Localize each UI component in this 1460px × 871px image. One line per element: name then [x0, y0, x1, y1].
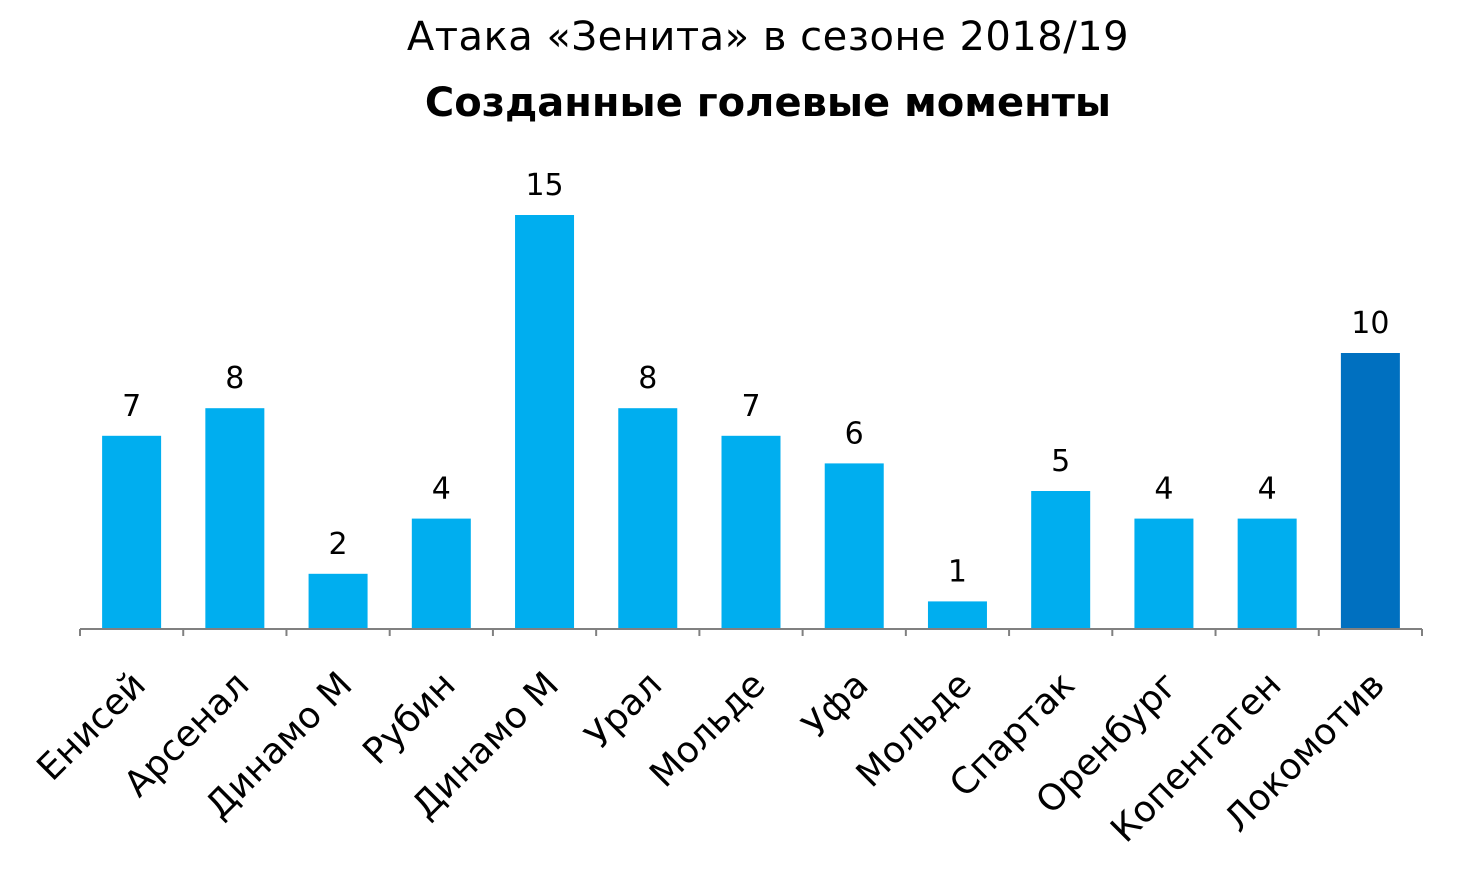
chart-subtitle: Созданные голевые моменты: [424, 80, 1112, 126]
bar: [1340, 353, 1400, 629]
bar-value-label: 7: [122, 389, 141, 424]
bar-value-label: 6: [845, 416, 864, 451]
chart-title: Атака «Зенита» в сезоне 2018/19: [406, 14, 1130, 60]
bar-value-label: 4: [432, 472, 451, 507]
bar-value-label: 15: [525, 168, 563, 203]
bar-value-label: 8: [225, 361, 244, 396]
bar: [1134, 518, 1194, 629]
bar: [205, 408, 265, 629]
bar: [308, 573, 368, 629]
bar: [411, 518, 471, 629]
bar: [515, 215, 575, 629]
bar-value-label: 8: [638, 361, 657, 396]
bar-value-label: 7: [741, 389, 760, 424]
bar: [721, 435, 781, 629]
bar-value-label: 10: [1351, 306, 1389, 341]
category-label: Урал: [578, 664, 671, 757]
bar: [102, 435, 162, 629]
bar: [1031, 491, 1091, 629]
bar: [1237, 518, 1297, 629]
bar: [927, 601, 987, 629]
x-axis-ticks: [79, 629, 1423, 636]
bar-value-label: 4: [1258, 472, 1277, 507]
bar: [618, 408, 678, 629]
bar-value-label: 4: [1154, 472, 1173, 507]
bar: [824, 463, 884, 629]
category-label: Мольде: [642, 664, 773, 795]
bar-value-label: 2: [329, 527, 348, 562]
bar-value-label: 5: [1051, 444, 1070, 479]
bar-value-label: 1: [948, 554, 967, 589]
bars-layer: [102, 215, 1400, 629]
category-label: Уфа: [795, 664, 877, 746]
